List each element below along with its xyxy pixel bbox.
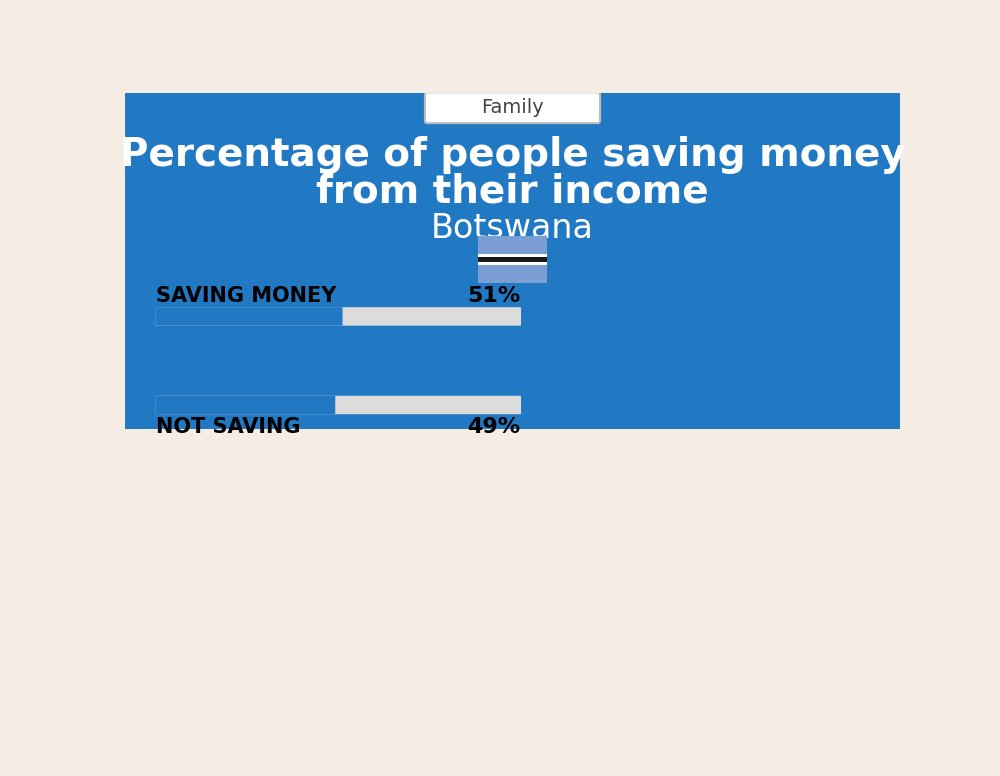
Text: Percentage of people saving money: Percentage of people saving money — [120, 137, 905, 175]
FancyBboxPatch shape — [425, 92, 600, 123]
FancyBboxPatch shape — [155, 396, 521, 414]
Bar — [478, 237, 547, 282]
Text: Family: Family — [481, 99, 544, 117]
Text: from their income: from their income — [316, 173, 709, 210]
Text: Botswana: Botswana — [431, 212, 594, 245]
Bar — [478, 257, 547, 262]
Text: 49%: 49% — [467, 417, 520, 438]
FancyBboxPatch shape — [155, 307, 521, 326]
Bar — [478, 254, 547, 265]
Bar — [125, 93, 900, 390]
Text: SAVING MONEY: SAVING MONEY — [156, 286, 336, 306]
FancyBboxPatch shape — [155, 396, 335, 414]
FancyBboxPatch shape — [155, 307, 343, 326]
Text: 51%: 51% — [467, 286, 520, 306]
Text: NOT SAVING: NOT SAVING — [156, 417, 300, 438]
Ellipse shape — [9, 259, 1000, 521]
Bar — [125, 429, 900, 691]
